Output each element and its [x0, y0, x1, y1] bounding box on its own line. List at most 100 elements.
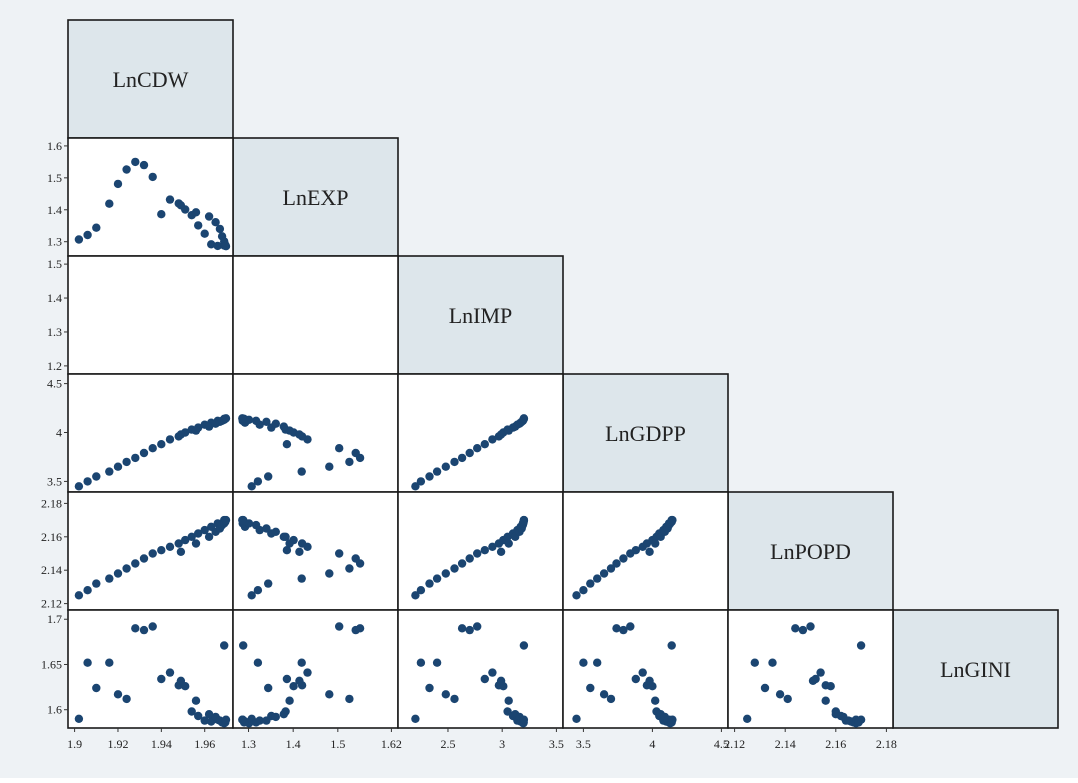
- point-lnpopd-vs-lngdpp: [586, 579, 595, 588]
- point-lngini-vs-lngdpp: [619, 625, 628, 635]
- point-lnexp-vs-lncdw: [139, 160, 149, 170]
- point-lngdpp-vs-lnimp: [519, 414, 529, 423]
- point-lngdpp-vs-lnexp: [253, 477, 263, 486]
- point-lnexp-vs-lncdw: [213, 241, 222, 251]
- scatter-cell-lngdpp-vs-lnimp: [397, 373, 564, 493]
- point-lngdpp-vs-lnexp: [297, 467, 306, 476]
- point-lngini-vs-lngdpp: [599, 690, 609, 699]
- point-lngini-vs-lnimp: [465, 625, 474, 635]
- point-lnexp-vs-lncdw: [157, 210, 166, 219]
- point-lngdpp-vs-lncdw: [113, 462, 123, 471]
- point-lngini-vs-lncdw: [122, 694, 131, 704]
- point-lngini-vs-lnpopd: [768, 658, 777, 667]
- point-lngini-vs-lnexp: [303, 668, 312, 677]
- x-tick-label-lnimp: 3.5: [549, 737, 564, 751]
- x-tick-label-lncdw: 1.96: [194, 737, 215, 751]
- point-lngini-vs-lnimp: [457, 624, 467, 633]
- y-tick-label-lnimp: 1.4: [47, 291, 62, 305]
- diagonal-label-lnpopd: LnPOPD: [770, 539, 851, 564]
- point-lngini-vs-lngdpp: [631, 674, 640, 684]
- point-lngini-vs-lnpopd: [816, 668, 825, 677]
- y-tick-label-lnpopd: 2.18: [41, 496, 62, 510]
- point-lngini-vs-lngdpp: [645, 676, 654, 685]
- point-lngini-vs-lngdpp: [579, 658, 588, 667]
- point-lngini-vs-lncdw: [83, 658, 92, 667]
- diagonal-label-lngini: LnGINI: [940, 657, 1011, 682]
- point-lngini-vs-lncdw: [204, 710, 214, 719]
- x-tick-label-lnpopd: 2.16: [825, 737, 846, 751]
- x-tick-label-lngdpp: 4.5: [714, 737, 729, 751]
- x-tick-label-lnexp: 1.62: [381, 737, 402, 751]
- point-lngini-vs-lnpopd: [856, 715, 866, 724]
- point-lngdpp-vs-lnimp: [411, 482, 420, 491]
- point-lnpopd-vs-lncdw: [200, 525, 209, 535]
- x-tick-label-lngdpp: 4: [649, 737, 655, 751]
- point-lngdpp-vs-lnimp: [432, 467, 442, 476]
- diagonal-cell-lngdpp: [562, 373, 729, 493]
- point-lngini-vs-lnimp: [425, 683, 434, 693]
- point-lnpopd-vs-lnexp: [335, 549, 344, 558]
- point-lngdpp-vs-lnimp: [473, 444, 482, 453]
- point-lngdpp-vs-lnexp: [351, 448, 360, 458]
- point-lnpopd-vs-lncdw: [131, 559, 140, 568]
- point-lnpopd-vs-lnimp: [411, 591, 420, 600]
- point-lngdpp-vs-lnexp: [251, 416, 261, 425]
- point-lnexp-vs-lncdw: [165, 195, 175, 204]
- point-lngdpp-vs-lnexp: [271, 419, 280, 428]
- point-lnpopd-vs-lngdpp: [631, 546, 640, 555]
- point-lngini-vs-lnpopd: [806, 622, 815, 631]
- point-lngini-vs-lngdpp: [572, 714, 581, 723]
- y-tick-label-lnpopd: 2.12: [41, 597, 62, 611]
- point-lngini-vs-lngdpp: [651, 696, 660, 705]
- point-lnpopd-vs-lncdw: [148, 549, 157, 558]
- point-lngini-vs-lnpopd: [821, 696, 830, 705]
- point-lnexp-vs-lncdw: [176, 201, 186, 210]
- point-lnexp-vs-lncdw: [204, 212, 214, 221]
- point-lngini-vs-lncdw: [131, 624, 140, 633]
- point-lnpopd-vs-lnexp: [251, 520, 261, 530]
- diagonal-label-lnexp: LnEXP: [283, 185, 349, 210]
- point-lnpopd-vs-lnexp: [297, 574, 306, 583]
- y-tick-label-lngini: 1.7: [47, 612, 62, 626]
- point-lnexp-vs-lncdw: [207, 240, 216, 249]
- point-lngdpp-vs-lnimp: [450, 457, 459, 467]
- point-lnpopd-vs-lnexp: [345, 564, 354, 573]
- point-lnexp-vs-lncdw: [148, 172, 157, 182]
- point-lnexp-vs-lncdw: [113, 179, 123, 189]
- y-tick-label-lnexp: 1.5: [47, 171, 62, 185]
- y-tick-label-lngdpp: 4: [56, 426, 62, 440]
- point-lngdpp-vs-lncdw: [148, 444, 157, 453]
- x-tick-label-lnexp: 1.5: [330, 737, 345, 751]
- point-lnexp-vs-lncdw: [92, 223, 101, 232]
- point-lnpopd-vs-lngdpp: [651, 539, 660, 548]
- x-tick-label-lnpopd: 2.14: [775, 737, 796, 751]
- point-lnpopd-vs-lncdw: [174, 539, 183, 548]
- scatter-cell-lngdpp-vs-lnexp: [232, 373, 399, 493]
- point-lngini-vs-lncdw: [194, 711, 203, 721]
- point-lngini-vs-lncdw: [92, 683, 101, 693]
- point-lngini-vs-lnpopd: [856, 641, 866, 650]
- point-lnpopd-vs-lnimp: [473, 549, 482, 558]
- point-lngini-vs-lnimp: [411, 714, 420, 723]
- point-lngini-vs-lngdpp: [612, 624, 621, 633]
- diagonal-label-lngdpp: LnGDPP: [605, 421, 686, 446]
- point-lngini-vs-lngdpp: [593, 658, 602, 667]
- point-lngini-vs-lnpopd: [831, 710, 840, 719]
- x-tick-label-lnpopd: 2.12: [724, 737, 745, 751]
- y-tick-label-lnexp: 1.4: [47, 203, 62, 217]
- point-lnpopd-vs-lnimp: [488, 542, 497, 551]
- point-lnpopd-vs-lngdpp: [599, 569, 609, 578]
- point-lngdpp-vs-lncdw: [74, 482, 84, 491]
- point-lnpopd-vs-lngdpp: [619, 554, 628, 563]
- diagonal-cell-lnimp: [397, 255, 564, 375]
- point-lnpopd-vs-lncdw: [83, 586, 92, 595]
- point-lngini-vs-lncdw: [176, 676, 186, 685]
- point-lngini-vs-lnpopd: [826, 682, 835, 691]
- point-lnpopd-vs-lnexp: [285, 539, 294, 548]
- point-lnexp-vs-lncdw: [122, 165, 131, 174]
- scatter-cell-lngini-vs-lnexp: [232, 609, 399, 729]
- point-lngini-vs-lnimp: [519, 641, 529, 650]
- point-lnexp-vs-lncdw: [131, 157, 140, 167]
- diagonal-cell-lnexp: [232, 137, 399, 257]
- point-lnpopd-vs-lnimp: [465, 554, 474, 563]
